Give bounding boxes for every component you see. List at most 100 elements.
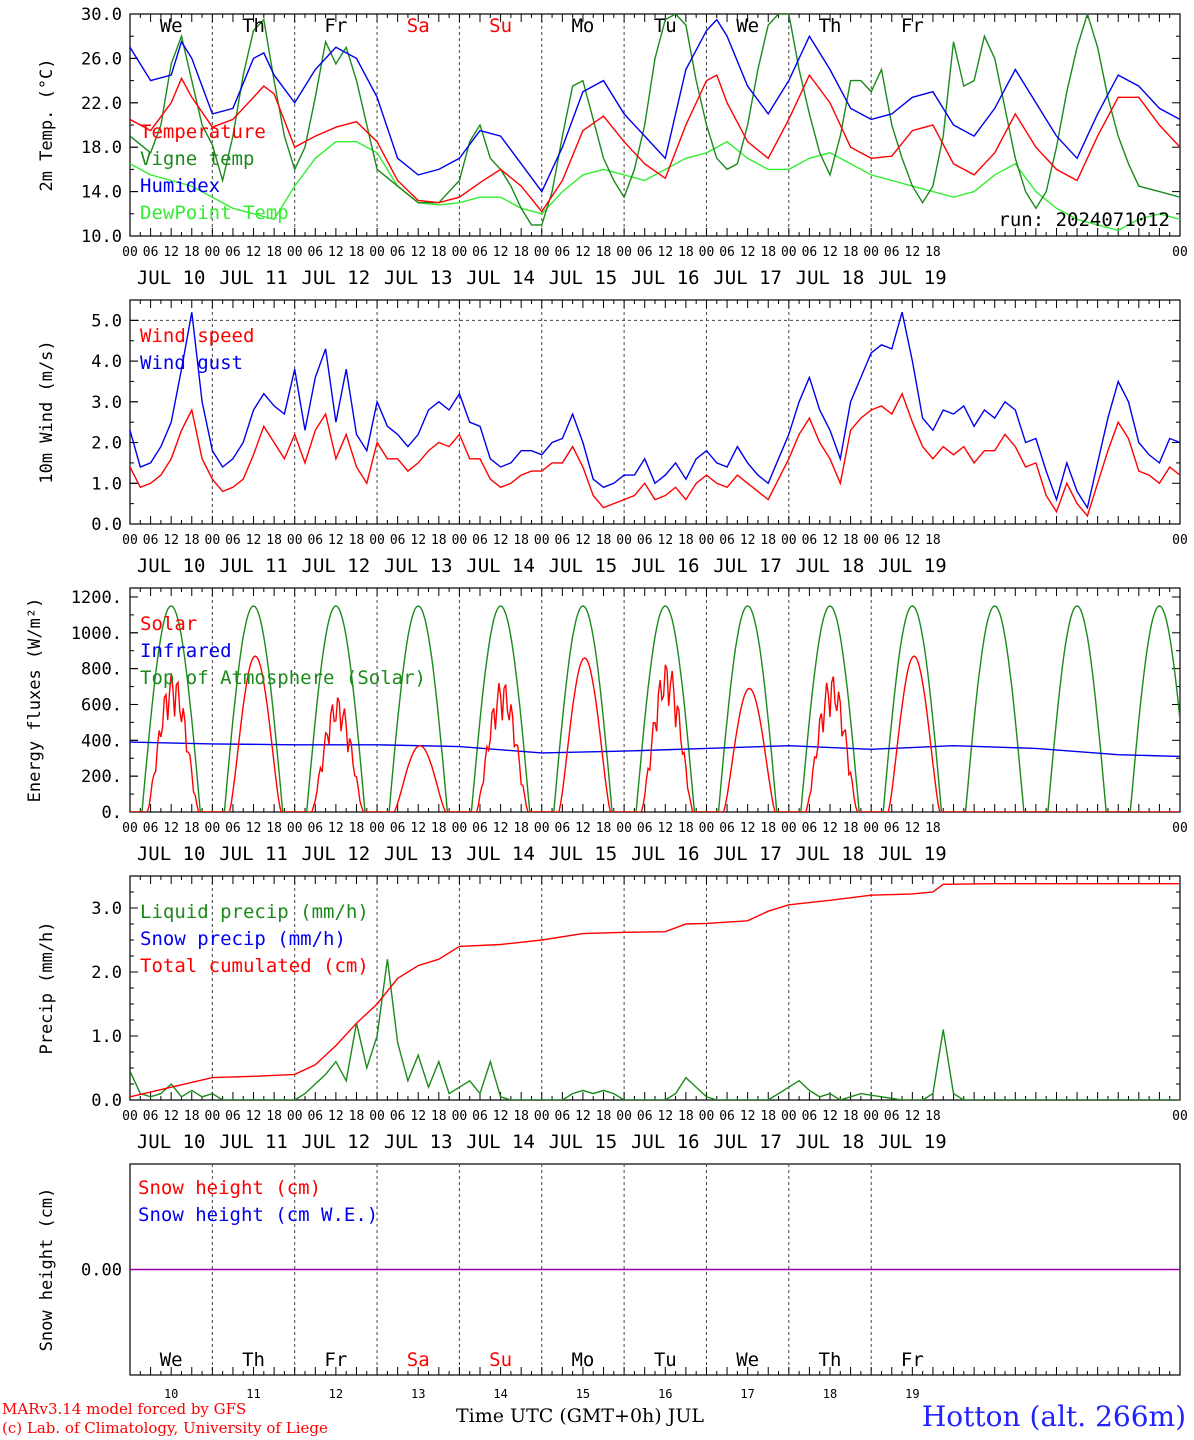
date-label: JUL 19 (878, 843, 947, 865)
hour-tick-label: 00 (616, 533, 632, 548)
credit-line-2: (c) Lab. of Climatology, University of L… (2, 1419, 328, 1437)
hour-tick-label: 12 (657, 821, 673, 836)
hour-tick-label: 06 (307, 245, 323, 260)
top-day-label: Mo (571, 15, 594, 37)
hour-tick-label: 06 (719, 821, 735, 836)
legend-label: Infrared (140, 640, 232, 662)
bottom-day-label: Sa (407, 1349, 430, 1371)
hour-tick-label: 00 (369, 821, 385, 836)
top-day-label: Tu (654, 15, 677, 37)
hour-tick-label: 06 (802, 821, 818, 836)
hour-tick-label: 06 (884, 821, 900, 836)
hour-tick-label: 06 (884, 533, 900, 548)
hour-tick-label: 12 (657, 245, 673, 260)
legend-label: Humidex (140, 175, 220, 197)
date-label: JUL 18 (796, 267, 865, 289)
hour-tick-label: 00 (534, 821, 550, 836)
hour-tick-label: 00 (452, 533, 468, 548)
y-axis-label: Precip (mm/h) (37, 921, 57, 1054)
series-line-dewpoint-temp (130, 140, 1180, 232)
hour-tick-label: 12 (740, 533, 756, 548)
panel-2: 0.0 1.0 2.0 3.0 4.0 5.0 10m Wind (m/s) 00 06 12 18… (37, 299, 1188, 577)
hour-tick-label: 06 (390, 1109, 406, 1124)
hour-tick-label: 18 (596, 1109, 612, 1124)
date-label: JUL 15 (549, 555, 618, 577)
series-layer (130, 605, 1180, 812)
plot-frame (129, 299, 1181, 525)
date-label: JUL 11 (219, 555, 288, 577)
hour-tick-label: 12 (822, 821, 838, 836)
hour-tick-label: 00 (205, 1109, 221, 1124)
bottom-day-label: We (736, 1349, 759, 1371)
hour-tick-label: 00 (1172, 821, 1188, 836)
legend-label: Vigne temp (140, 148, 254, 170)
hour-tick-label: 12 (822, 245, 838, 260)
hour-tick-label: 12 (575, 245, 591, 260)
series-layer (130, 312, 1180, 518)
date-label: JUL 18 (796, 555, 865, 577)
hour-tick-label: 06 (555, 533, 571, 548)
hour-tick-label: 12 (328, 533, 344, 548)
y-tick-label: 0.0 (91, 1091, 122, 1111)
hour-tick-label: 18 (184, 533, 200, 548)
date-label: JUL 14 (466, 843, 535, 865)
hour-tick-label: 00 (616, 245, 632, 260)
y-tick-label: 5.0 (91, 311, 122, 331)
hour-tick-label: 18 (596, 821, 612, 836)
top-day-label: We (160, 15, 183, 37)
hour-tick-label: 06 (555, 245, 571, 260)
hour-tick-label: 06 (802, 1109, 818, 1124)
date-label: JUL 15 (549, 843, 618, 865)
y-tick-label: 1200. (71, 588, 122, 608)
hour-tick-label: 06 (719, 1109, 735, 1124)
y-tick-label: 2.0 (91, 434, 122, 454)
hour-tick-label: 06 (307, 821, 323, 836)
bottom-day-label: Mo (571, 1349, 594, 1371)
hour-tick-label: 00 (452, 821, 468, 836)
hour-tick-label: 06 (225, 1109, 241, 1124)
top-day-label: Fr (324, 15, 347, 37)
hour-tick-label: 06 (884, 1109, 900, 1124)
y-tick-label: 3.0 (91, 899, 122, 919)
hour-tick-label: 18 (760, 245, 776, 260)
hour-tick-label: 06 (472, 245, 488, 260)
hour-tick-label: 00 (781, 821, 797, 836)
date-label: JUL 15 (549, 267, 618, 289)
infrared-line (130, 741, 1180, 758)
hour-tick-label: 18 (266, 245, 282, 260)
bottom-day-label: Th (242, 1349, 265, 1371)
hour-tick-label: 12 (410, 245, 426, 260)
hour-tick-label: 12 (410, 533, 426, 548)
hour-tick-label: 12 (163, 821, 179, 836)
hour-tick-label: 00 (287, 533, 303, 548)
y-tick-label: 600. (81, 695, 122, 715)
series-line-wind-speed (130, 391, 1180, 518)
y-tick-label: 200. (81, 767, 122, 787)
hour-tick-label: 18 (349, 533, 365, 548)
hour-tick-label: 06 (143, 821, 159, 836)
top-day-label: Th (242, 15, 265, 37)
legend-label: Temperature (140, 121, 266, 143)
panel-3: 0. 200. 400. 600. 800. 1000. 1200. Energy fluxe… (25, 587, 1188, 865)
hour-tick-label: 00 (1172, 533, 1188, 548)
series-line-wind-gust (130, 312, 1180, 510)
hour-tick-label: 18 (678, 821, 694, 836)
hour-tick-label: 18 (184, 821, 200, 836)
date-label: JUL 19 (878, 267, 947, 289)
date-label: JUL 17 (713, 843, 782, 865)
y-tick-label: 800. (81, 660, 122, 680)
hour-tick-label: 12 (740, 245, 756, 260)
y-tick-label: 14.0 (81, 183, 122, 203)
bottom-day-label: Su (489, 1349, 512, 1371)
hour-tick-label: 18 (843, 1109, 859, 1124)
date-label: JUL 14 (466, 555, 535, 577)
hour-tick-label: 12 (905, 533, 921, 548)
hour-tick-label: 00 (452, 1109, 468, 1124)
hour-tick-label: 06 (884, 245, 900, 260)
hour-tick-label: 12 (657, 1109, 673, 1124)
hour-tick-label: 06 (225, 533, 241, 548)
hour-tick-label: 00 (205, 533, 221, 548)
hour-tick-label: 00 (534, 533, 550, 548)
hour-tick-label: 00 (863, 1109, 879, 1124)
